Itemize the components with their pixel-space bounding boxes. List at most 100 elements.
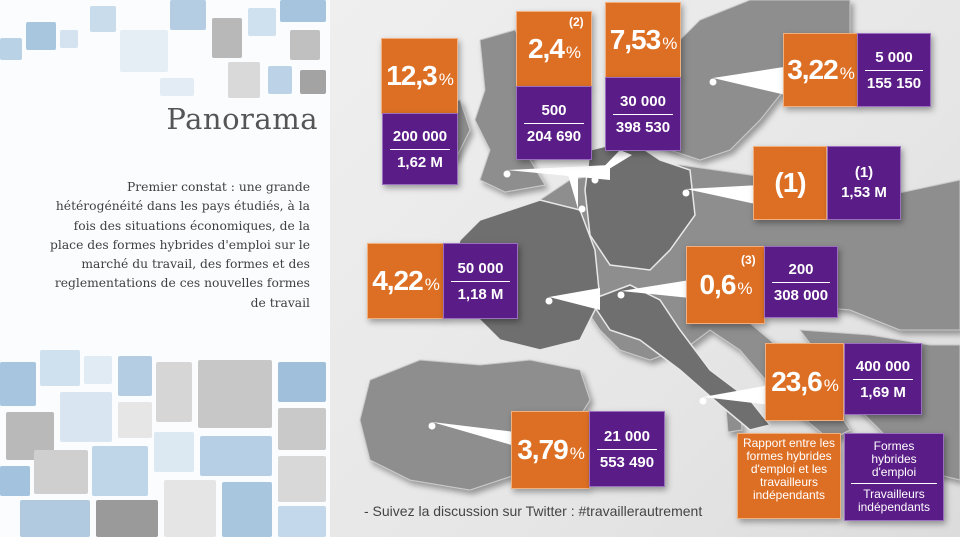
italy-independents-count: 1,69 M	[860, 383, 906, 401]
france-hybrid-count: 50 000	[451, 260, 510, 282]
uk-hybrid-count: 200 000	[390, 128, 450, 150]
legend-orange-box: Rapport entre les formes hybrides d'empl…	[737, 433, 841, 519]
austria-count-box: 200 308 000	[764, 246, 838, 318]
decor-square	[278, 506, 326, 537]
sweden-ratio: 3,22	[787, 54, 838, 85]
decor-square	[154, 432, 194, 472]
panel-description: Premier constat : une grande hétérogénéi…	[50, 180, 310, 310]
spain-count-box: 21 000 553 490	[589, 411, 665, 487]
netherlands-independents-count: 398 530	[615, 118, 671, 136]
uk-ratio-box: 12,3%	[381, 38, 458, 114]
decor-square	[278, 362, 326, 402]
decor-square	[0, 466, 30, 496]
decor-square	[198, 360, 272, 428]
decor-square	[90, 6, 116, 32]
decor-square	[96, 500, 158, 537]
italy-hybrid-count: 400 000	[852, 358, 914, 380]
decor-square	[160, 78, 194, 96]
uk-ratio: 12,3	[386, 60, 437, 91]
france-count-box: 50 000 1,18 M	[443, 243, 518, 319]
legend-purple-top-text: Formes hybrides d'emploi	[851, 440, 937, 484]
germany-independents-count: 1,53 M	[841, 184, 887, 201]
france-independents-count: 1,18 M	[457, 285, 504, 303]
austria-independents-count: 308 000	[773, 286, 829, 304]
percent-sign: %	[569, 444, 585, 463]
netherlands-ratio: 7,53	[609, 24, 661, 55]
sweden-ratio-box: 3,22%	[783, 33, 858, 107]
twitter-footer: - Suivez la discussion sur Twitter : #tr…	[364, 503, 703, 519]
belgium-note: (2)	[569, 15, 584, 29]
decor-square	[248, 8, 276, 36]
spain-hybrid-count: 21 000	[597, 428, 657, 450]
belgium-ratio-box: 2,4% (2)	[516, 11, 592, 87]
percent-sign: %	[823, 376, 839, 395]
decor-square	[200, 436, 272, 476]
sweden-hybrid-count: 5 000	[865, 49, 923, 71]
percent-sign: %	[839, 64, 855, 83]
spain-ratio: 3,79	[517, 434, 568, 465]
germany-count-box: (1) 1,53 M	[827, 146, 901, 220]
legend-orange-text: Rapport entre les formes hybrides d'empl…	[742, 436, 836, 502]
percent-sign: %	[438, 70, 454, 89]
percent-sign: %	[662, 34, 677, 53]
decor-square	[290, 30, 320, 60]
decor-square	[228, 62, 260, 98]
legend-purple-bottom-text: Travailleurs indépendants	[857, 487, 931, 514]
decor-square	[278, 408, 326, 450]
germany-shape	[584, 139, 696, 271]
decor-square	[60, 30, 78, 48]
decor-square	[278, 456, 326, 502]
decor-square	[170, 0, 206, 30]
percent-sign: %	[737, 279, 752, 298]
netherlands-hybrid-count: 30 000	[613, 93, 673, 115]
decor-square	[40, 350, 80, 386]
belgium-ratio: 2,4	[527, 33, 565, 64]
france-ratio-box: 4,22%	[367, 243, 444, 319]
spain-ratio-box: 3,79%	[511, 411, 590, 489]
decor-square	[26, 22, 56, 50]
decor-square	[118, 402, 152, 438]
page-title: Panorama	[166, 102, 318, 136]
decor-square	[92, 446, 148, 496]
legend-purple-box: Formes hybrides d'emploi Travailleurs in…	[844, 433, 944, 521]
austria-ratio: 0,6	[699, 269, 736, 300]
uk-count-box: 200 000 1,62 M	[382, 113, 458, 185]
italy-count-box: 400 000 1,69 M	[844, 343, 922, 415]
decor-square	[300, 70, 326, 94]
decor-square	[156, 362, 192, 422]
uk-independents-count: 1,62 M	[397, 153, 443, 171]
sweden-independents-count: 155 150	[866, 74, 922, 92]
austria-ratio-box: 0,6% (3)	[686, 246, 765, 324]
italy-ratio: 23,6	[771, 366, 822, 397]
decor-square	[60, 392, 112, 442]
decor-square	[222, 482, 272, 537]
germany-ratio-box: (1)	[753, 146, 827, 220]
germany-hybrid-count: (1)	[854, 164, 874, 181]
decor-square	[212, 18, 242, 58]
sweden-count-box: 5 000 155 150	[857, 33, 931, 107]
decor-square	[120, 30, 168, 72]
spain-independents-count: 553 490	[599, 453, 655, 471]
decor-square	[0, 38, 22, 60]
france-ratio: 4,22	[372, 265, 423, 296]
italy-ratio-box: 23,6%	[765, 343, 844, 421]
netherlands-count-box: 30 000 398 530	[605, 77, 681, 151]
decor-square	[280, 0, 326, 22]
austria-hybrid-count: 200	[772, 261, 830, 283]
belgium-count-box: 500 204 690	[516, 86, 592, 160]
europe-map: 12,3% 200 000 1,62 M 2,4% (2) 500 204 69…	[330, 0, 960, 537]
decor-square	[118, 356, 152, 396]
decor-square	[268, 66, 292, 94]
decor-square	[20, 500, 90, 537]
decor-square	[164, 480, 216, 537]
decor-square	[0, 362, 36, 406]
percent-sign: %	[565, 43, 581, 62]
percent-sign: %	[424, 275, 440, 294]
decor-square	[34, 450, 88, 494]
left-panel: Panorama Premier constat : une grande hé…	[0, 0, 330, 537]
austria-note: (3)	[741, 253, 756, 267]
belgium-independents-count: 204 690	[526, 127, 582, 145]
germany-ratio: (1)	[774, 167, 806, 198]
belgium-hybrid-count: 500	[524, 102, 584, 124]
decor-square	[84, 356, 112, 384]
